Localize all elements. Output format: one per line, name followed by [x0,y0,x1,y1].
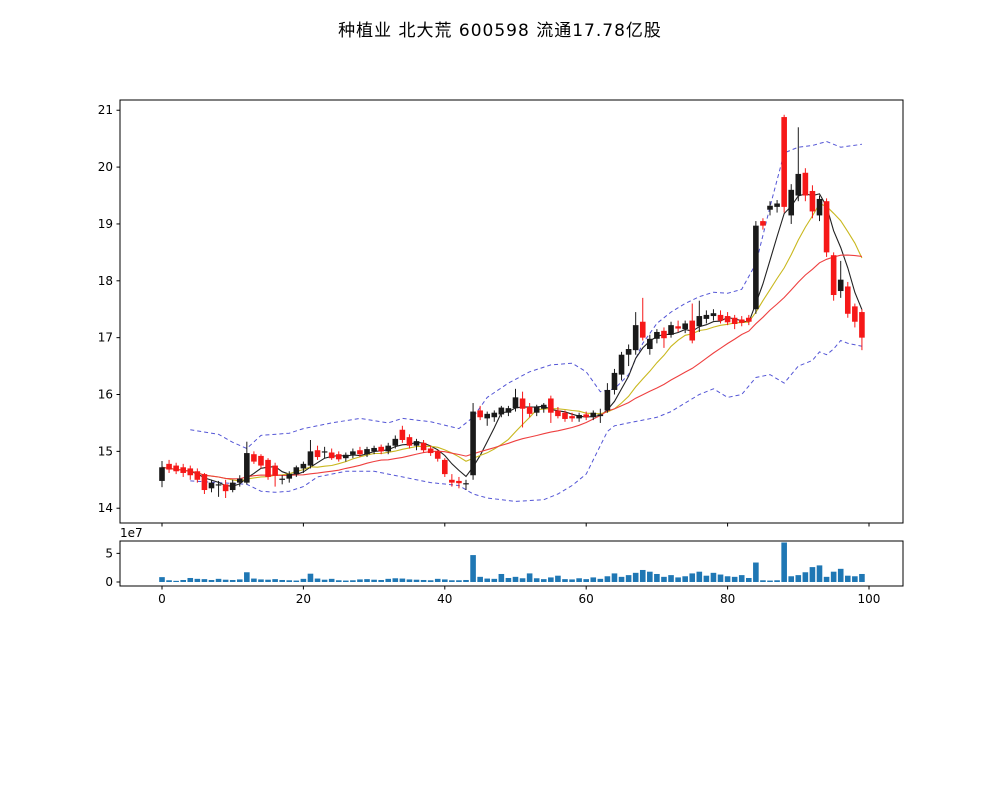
svg-text:40: 40 [437,592,452,606]
moving-averages [161,193,863,487]
svg-text:0: 0 [105,575,113,589]
bollinger-bands [190,140,863,502]
svg-text:15: 15 [98,444,113,458]
svg-text:20: 20 [98,160,113,174]
svg-text:5: 5 [105,546,113,560]
svg-text:80: 80 [720,592,735,606]
candles [159,114,865,498]
axis-ticks-labels: 14 15 16 17 18 19 20 21 0 20 40 60 80 100 0 5 1e7 [98,103,881,606]
svg-text:16: 16 [98,388,113,402]
svg-text:60: 60 [579,592,594,606]
volume-bars [159,542,865,582]
volume-scale-offset-label: 1e7 [120,526,143,540]
svg-text:0: 0 [158,592,166,606]
svg-text:20: 20 [296,592,311,606]
svg-text:17: 17 [98,331,113,345]
axes-frames [119,99,904,587]
svg-text:18: 18 [98,274,113,288]
svg-text:21: 21 [98,103,113,117]
svg-text:14: 14 [98,501,113,515]
svg-text:19: 19 [98,217,113,231]
chart-title: 种植业 北大荒 600598 流通17.78亿股 [338,21,662,41]
svg-text:100: 100 [858,592,881,606]
